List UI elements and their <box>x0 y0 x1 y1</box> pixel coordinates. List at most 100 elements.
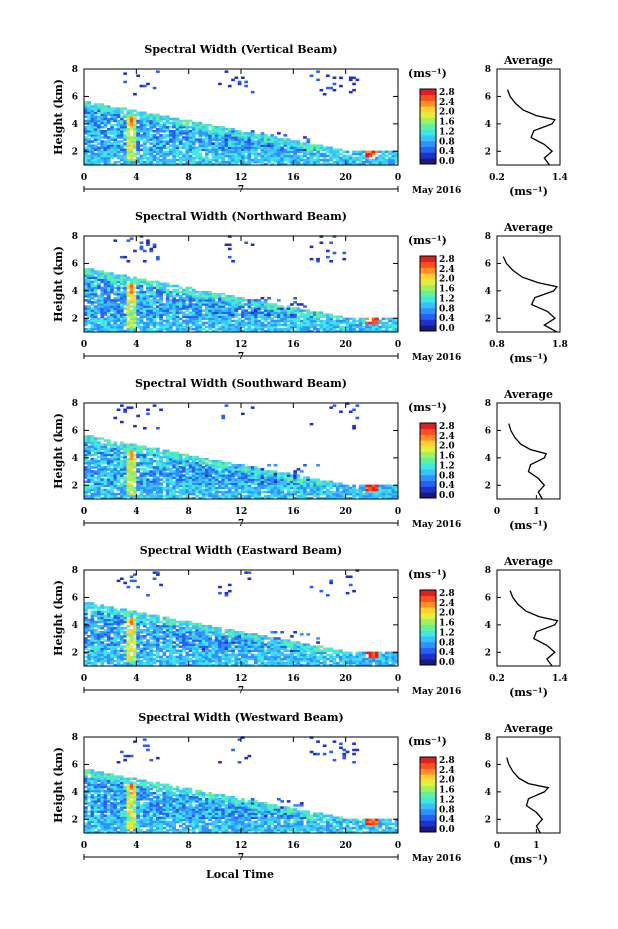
heatmap-cell <box>234 466 239 469</box>
heatmap-cell <box>93 292 98 296</box>
heatmap-cell <box>182 123 186 127</box>
heatmap-cell <box>345 327 350 331</box>
heatmap-cell <box>90 111 95 114</box>
heatmap-cell <box>332 494 337 498</box>
heatmap-cell <box>322 315 327 318</box>
heatmap-cell <box>178 496 183 500</box>
heatmap-cell <box>224 496 229 500</box>
heatmap-cell <box>191 457 196 461</box>
heatmap-cell <box>358 490 363 494</box>
heatmap-cell <box>224 299 229 302</box>
heatmap-cell <box>208 144 212 147</box>
heatmap-cell <box>293 325 297 329</box>
heatmap-cell <box>126 117 131 121</box>
heatmap-cell <box>162 474 167 477</box>
heatmap-cell <box>90 162 95 166</box>
heatmap-cell <box>87 315 91 318</box>
heatmap-cell <box>90 160 95 164</box>
heatmap-cell <box>142 323 147 327</box>
heatmap-cell <box>270 327 275 331</box>
heatmap-cell <box>136 119 140 123</box>
heatmap-cell <box>103 119 108 123</box>
heatmap-cell <box>218 299 222 302</box>
heatmap-cell <box>218 459 222 463</box>
heatmap-cell <box>142 111 147 114</box>
heatmap-cell <box>165 115 170 119</box>
heatmap-cell <box>185 464 190 467</box>
heatmap-cell <box>342 158 347 162</box>
heatmap-cell <box>211 156 216 160</box>
heatmap-cell <box>116 136 121 139</box>
heatmap-cell <box>103 643 108 646</box>
heatmap-cell <box>260 140 265 143</box>
heatmap-cell <box>146 464 150 467</box>
heatmap-cell <box>257 158 262 162</box>
heatmap-cell <box>254 150 258 154</box>
heatmap-cell <box>293 476 297 479</box>
heatmap-cell <box>113 639 118 642</box>
heatmap-cell <box>106 327 111 331</box>
heatmap-cell <box>113 649 118 652</box>
heatmap-cell <box>149 447 154 451</box>
heatmap-cell <box>198 484 203 488</box>
heatmap-cell <box>90 439 95 442</box>
heatmap-cell <box>126 459 131 463</box>
heatmap-cell <box>362 160 366 164</box>
heatmap-cell <box>152 115 157 119</box>
heatmap-cell <box>100 443 105 446</box>
heatmap-cell <box>224 478 229 481</box>
heatmap-cell <box>214 154 219 158</box>
heatmap-cell <box>205 150 209 154</box>
heatmap-cell <box>113 496 118 500</box>
heatmap-cell <box>129 323 134 327</box>
heatmap-cell <box>218 321 222 325</box>
heatmap-cell <box>237 160 242 164</box>
heatmap-cell <box>218 125 222 129</box>
heatmap-cell <box>188 303 193 306</box>
heatmap-cell <box>133 125 137 129</box>
heatmap-cell <box>87 297 91 300</box>
heatmap-cell <box>93 480 98 483</box>
heatmap-cell <box>201 140 206 143</box>
heatmap-cell <box>257 299 262 302</box>
heatmap-cell <box>208 488 212 492</box>
heatmap-cell <box>388 317 392 321</box>
heatmap-cell <box>201 303 206 306</box>
heatmap-cell <box>299 494 304 498</box>
heatmap-cell <box>123 451 127 455</box>
heatmap-cell <box>205 482 209 485</box>
heatmap-cell <box>146 113 150 117</box>
heatmap-cell <box>165 295 170 298</box>
heatmap-cell <box>152 474 157 477</box>
heatmap-cell <box>188 311 193 314</box>
heatmap-cell <box>113 494 118 498</box>
heatmap-cell <box>319 488 324 492</box>
heatmap-cell <box>103 162 108 166</box>
heatmap-cell <box>267 144 271 147</box>
heatmap-cell <box>185 480 190 483</box>
heatmap-cell <box>234 148 239 151</box>
heatmap-cell <box>355 156 360 160</box>
heatmap-cell <box>142 327 147 331</box>
heatmap-cell <box>306 496 311 500</box>
heatmap-cell <box>106 443 111 446</box>
heatmap-cell <box>214 480 219 483</box>
heatmap-cell <box>113 117 118 121</box>
heatmap-cell <box>103 286 108 290</box>
heatmap-cell <box>267 480 271 483</box>
heatmap-cell <box>139 478 144 481</box>
heatmap-cell <box>326 86 330 90</box>
heatmap-cell <box>126 134 131 137</box>
heatmap-cell <box>247 476 252 479</box>
heatmap-cell <box>97 470 101 473</box>
heatmap-cell <box>263 470 268 473</box>
heatmap-cell <box>227 160 232 164</box>
heatmap-cell <box>267 138 271 141</box>
heatmap-cell <box>165 478 170 481</box>
heatmap-cell <box>165 451 170 455</box>
heatmap-cell <box>182 288 186 292</box>
heatmap-cell <box>211 150 216 154</box>
heatmap-cell <box>208 480 212 483</box>
profile-y-tick-label: 6 <box>485 426 491 436</box>
heatmap-cell <box>149 319 154 323</box>
